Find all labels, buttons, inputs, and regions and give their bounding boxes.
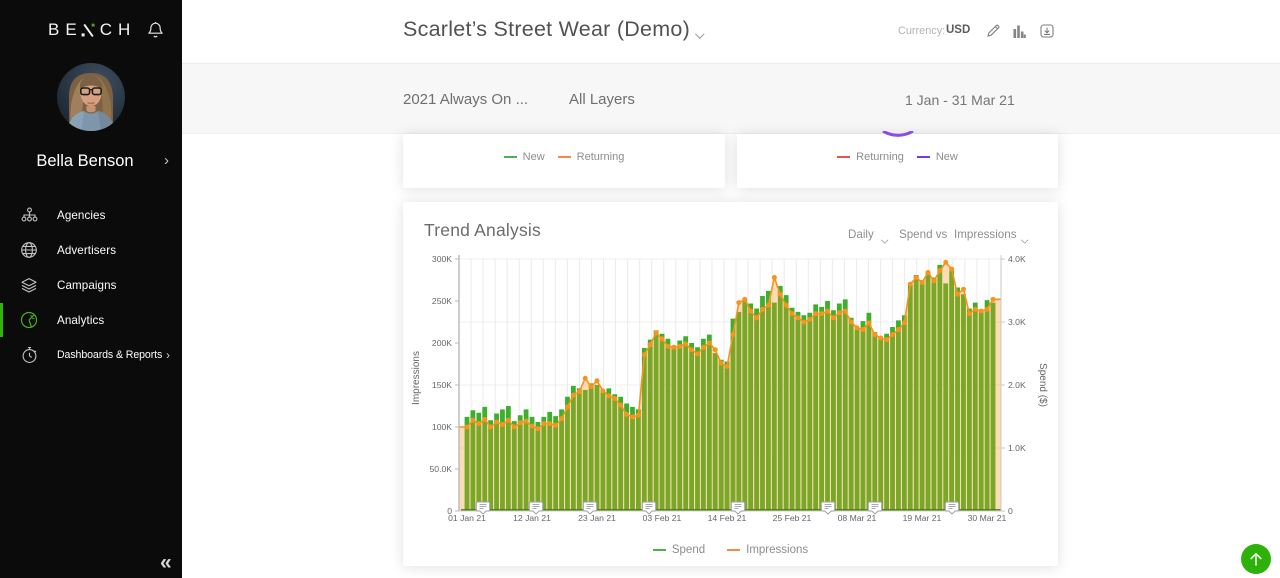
svg-text:0: 0 bbox=[447, 506, 452, 516]
svg-text:2.0K: 2.0K bbox=[1008, 380, 1026, 390]
svg-text:100K: 100K bbox=[432, 422, 452, 432]
svg-text:Impressions: Impressions bbox=[411, 351, 422, 405]
svg-text:200K: 200K bbox=[432, 338, 452, 348]
svg-text:50.0K: 50.0K bbox=[430, 464, 453, 474]
svg-text:08 Mar 21: 08 Mar 21 bbox=[838, 513, 877, 523]
svg-text:250K: 250K bbox=[432, 296, 452, 306]
svg-text:3.0K: 3.0K bbox=[1008, 317, 1026, 327]
svg-text:Spend ($): Spend ($) bbox=[1037, 363, 1048, 407]
svg-text:19 Mar 21: 19 Mar 21 bbox=[903, 513, 942, 523]
svg-text:30 Mar 21: 30 Mar 21 bbox=[968, 513, 1007, 523]
svg-text:0: 0 bbox=[1008, 506, 1013, 516]
svg-text:4.0K: 4.0K bbox=[1008, 254, 1026, 264]
svg-text:1.0K: 1.0K bbox=[1008, 443, 1026, 453]
svg-text:23 Jan 21: 23 Jan 21 bbox=[578, 513, 616, 523]
svg-text:25 Feb 21: 25 Feb 21 bbox=[773, 513, 812, 523]
svg-text:01 Jan 21: 01 Jan 21 bbox=[448, 513, 486, 523]
svg-text:14 Feb 21: 14 Feb 21 bbox=[708, 513, 747, 523]
svg-text:03 Feb 21: 03 Feb 21 bbox=[643, 513, 682, 523]
svg-text:150K: 150K bbox=[432, 380, 452, 390]
svg-text:12 Jan 21: 12 Jan 21 bbox=[513, 513, 551, 523]
svg-text:300K: 300K bbox=[432, 254, 452, 264]
